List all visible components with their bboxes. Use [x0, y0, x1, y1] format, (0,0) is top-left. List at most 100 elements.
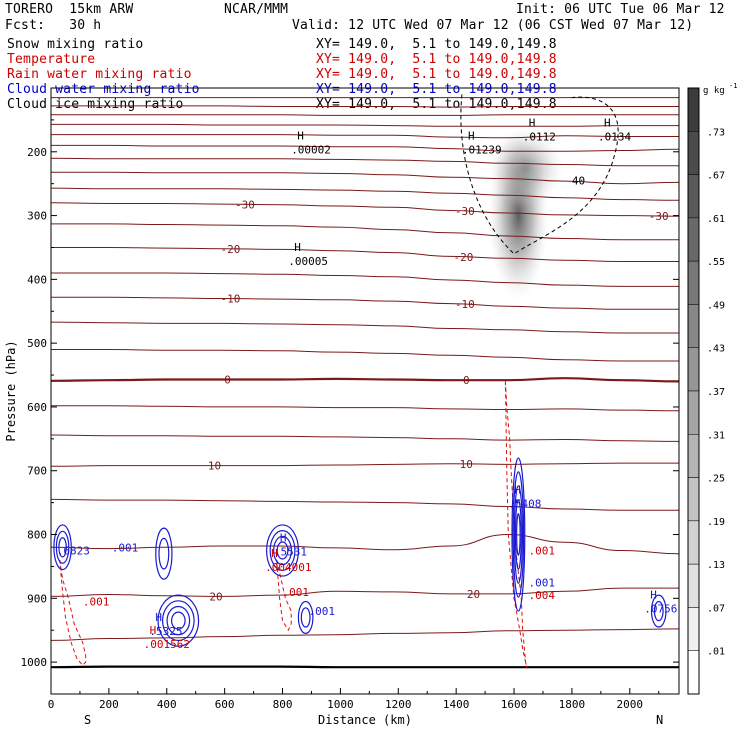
colorbar-swatch [687, 174, 700, 219]
model-title: TORERO 15km ARW [5, 2, 134, 17]
max-value: .0756 [644, 603, 677, 616]
temperature-isotherm-13 [51, 296, 679, 310]
max-marker: H [468, 129, 475, 142]
isotherm-label: 10 [460, 458, 473, 471]
max-value: .0112 [523, 131, 556, 144]
colorbar-label: .31 [707, 430, 725, 441]
colorbar-swatch [687, 131, 700, 175]
max-value: .004001 [265, 561, 311, 574]
temperature-isotherm-9 [51, 202, 679, 217]
colorbar-label: .19 [707, 517, 725, 528]
cloud-water-cell-a-ring [155, 527, 173, 580]
snow-dashed-contour [460, 94, 619, 255]
colorbar-swatch [687, 87, 700, 132]
colorbar-unit-exponent: -1 [729, 82, 737, 90]
contour-label: .001 [283, 586, 310, 599]
cloud-water-column-ring [514, 499, 522, 570]
max-value: .001562 [144, 638, 190, 651]
x-tick-label: 1000 [327, 698, 354, 711]
legend-cloud-water-label: Cloud water mixing ratio [7, 82, 200, 97]
colorbar-unit: g kg [703, 86, 725, 96]
cloud-water-column-ring [512, 471, 525, 598]
max-marker: H [650, 589, 657, 602]
colorbar-label: .49 [707, 300, 725, 311]
contour-label: .001 [529, 544, 556, 557]
max-marker: H [297, 129, 304, 142]
cloud-water-column-ring [511, 457, 526, 612]
snow-shading-top [487, 127, 564, 208]
init-time: Init: 06 UTC Tue 06 Mar 12 [516, 2, 725, 17]
colorbar-frame [687, 87, 700, 695]
x-endpoint-right: N [656, 713, 663, 727]
max-value: .01239 [462, 143, 502, 156]
rain-south-outline [59, 559, 87, 667]
cloud-water-cell-b-ring [266, 524, 300, 577]
isotherm-label: -30 [455, 205, 475, 218]
isotherm-label: 10 [208, 460, 221, 473]
y-tick-label: 500 [27, 337, 47, 350]
isotherm-label: -30 [235, 198, 255, 211]
isotherm-label: -10 [220, 293, 240, 306]
valid-time: Valid: 12 UTC Wed 07 Mar 12 (06 CST Wed … [292, 18, 694, 33]
max-marker: H [294, 241, 301, 254]
max-value: .5531 [274, 545, 307, 558]
max-marker: H [529, 117, 536, 130]
max-value: .5325 [149, 625, 182, 638]
colorbar-swatch [687, 607, 700, 651]
temperature-isotherm-14 [51, 321, 679, 334]
x-axis-label: Distance (km) [318, 713, 412, 727]
temperature-isotherm-16 [51, 377, 679, 383]
temperature-isotherm-4 [51, 134, 679, 139]
cloud-water-cell-b-ring [269, 530, 296, 571]
temperature-isotherm-2 [51, 114, 679, 116]
legend-temperature-xy: XY= 149.0, 5.1 to 149.0,149.8 [316, 52, 557, 67]
contour-label: .004 [529, 589, 556, 602]
temperature-isotherm-21 [51, 533, 679, 555]
temperature-isotherm-10 [51, 223, 679, 241]
contour-label: .001 [309, 605, 336, 618]
legend-cloud-water-xy: XY= 149.0, 5.1 to 149.0,149.8 [316, 82, 557, 97]
legend-rain-label: Rain water mixing ratio [7, 67, 192, 82]
y-tick-label: 1000 [21, 656, 48, 669]
temperature-isotherm-18 [51, 434, 679, 442]
y-tick-label: 700 [27, 465, 47, 478]
y-tick-label: 900 [27, 592, 47, 605]
temperature-isotherm-17 [51, 405, 679, 412]
plot-frame [50, 87, 680, 695]
contour-label: .6823 [57, 544, 90, 557]
cloud-water-cell-c-ring [170, 611, 186, 630]
temperature-isotherm-19 [51, 462, 679, 467]
x-tick-label: 2000 [617, 698, 644, 711]
max-marker: H [271, 547, 278, 560]
legend-cloud-ice-xy: XY= 149.0, 5.1 to 149.0,149.8 [316, 97, 557, 112]
legend-cloud-ice-label: Cloud ice mixing ratio [7, 97, 184, 112]
colorbar-swatch [687, 520, 700, 565]
cloud-water-cell-c-ring [157, 594, 200, 647]
legend-temperature-label: Temperature [7, 52, 96, 67]
x-tick-label: 1400 [443, 698, 470, 711]
colorbar-label: .07 [707, 603, 725, 614]
colorbar-label: .37 [707, 387, 725, 398]
max-value: .00002 [291, 143, 331, 156]
colorbar-label: .43 [707, 344, 725, 355]
colorbar-label: .13 [707, 560, 725, 571]
max-marker: H [604, 117, 611, 130]
isotherm-label: -20 [220, 243, 240, 256]
x-tick-label: 800 [273, 698, 293, 711]
colorbar-label: .01 [707, 647, 725, 658]
x-tick-label: 400 [157, 698, 177, 711]
max-value: .0134 [598, 131, 631, 144]
colorbar-label: .61 [707, 214, 725, 225]
legend-rain-xy: XY= 149.0, 5.1 to 149.0,149.8 [316, 67, 557, 82]
x-endpoint-left: S [84, 713, 91, 727]
cloud-water-cell-b-ring [273, 535, 292, 566]
max-marker: H [155, 611, 162, 624]
cloud-water-cell-c-ring [166, 605, 191, 636]
colorbar-swatch [687, 217, 700, 262]
max-value: .5408 [508, 497, 541, 510]
y-tick-label: 400 [27, 273, 47, 286]
y-tick-label: 800 [27, 529, 47, 542]
y-axis-label: Pressure (hPa) [4, 340, 18, 441]
isotherm-label: 20 [209, 590, 222, 603]
cloud-water-cell-c-ring [161, 600, 195, 642]
